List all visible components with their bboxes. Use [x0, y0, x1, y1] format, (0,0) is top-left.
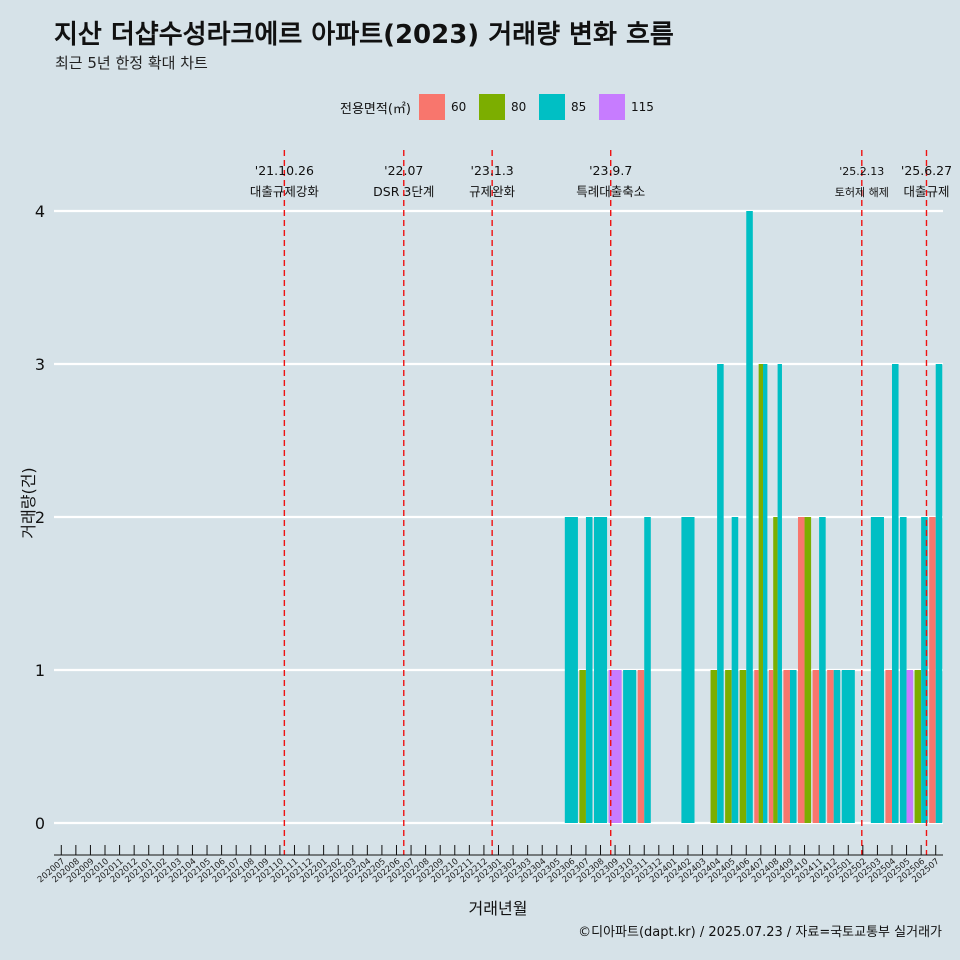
event-date-label-1: '22.07 [384, 163, 423, 178]
x-axis-title: 거래년월 [469, 899, 528, 918]
event-desc-label-5: 대출규제 [903, 184, 949, 199]
chart-subtitle: 최근 5년 한정 확대 차트 [55, 54, 208, 72]
bar-202405-85 [731, 517, 739, 823]
chart-title: 지산 더샵수성라크에르 아파트(2023) 거래량 변화 흐름 [54, 20, 674, 50]
legend-label-60: 60 [450, 100, 467, 114]
bar-202407-60 [754, 670, 759, 823]
legend-item-60: 60 [418, 94, 475, 120]
bar-202506-80 [914, 670, 922, 823]
event-date-label-2: '23.1.3 [471, 163, 514, 178]
event-desc-label-0: 대출규제강화 [250, 184, 320, 199]
event-desc-label-2: 규제완화 [469, 184, 516, 199]
bar-202309-115 [608, 670, 622, 823]
bar-202410-80 [804, 517, 812, 823]
bar-202507-85 [935, 364, 943, 823]
bar-202505-85 [900, 517, 907, 823]
event-date-label-3: '23.9.7 [589, 163, 632, 178]
bar-202402-85 [681, 517, 695, 823]
legend-item-115: 115 [598, 94, 655, 120]
legend-swatch-85 [538, 94, 565, 120]
bar-202311-85 [644, 517, 651, 823]
event-date-label-4: '25.2.13 [839, 165, 884, 178]
y-tick-label-0: 0 [35, 814, 45, 833]
bar-202411-85 [819, 517, 826, 823]
bar-202406-80 [739, 670, 747, 823]
bar-202408-85 [777, 364, 782, 823]
event-desc-label-4: 토허제 해제 [835, 185, 889, 199]
event-date-label-0: '21.10.26 [255, 163, 314, 178]
bar-202501-85 [841, 670, 855, 823]
bar-202407-85 [763, 364, 768, 823]
bar-202506-85 [921, 517, 928, 823]
event-desc-label-1: DSR 3단계 [373, 184, 434, 199]
footer-credit: ©디아파트(dapt.kr) / 2025.07.23 / 자료=국토교통부 실… [578, 925, 942, 940]
bar-202407-80 [758, 364, 764, 823]
bar-202406-85 [746, 211, 753, 823]
bar-202505-115 [906, 670, 914, 823]
legend: 전용면적(㎡) 60 80 85 115 [340, 93, 659, 121]
bar-202411-60 [812, 670, 820, 823]
bar-202404-80 [710, 670, 718, 823]
legend-item-85: 85 [538, 94, 595, 120]
y-tick-label-3: 3 [35, 355, 45, 374]
legend-title: 전용면적(㎡) [340, 101, 411, 117]
bar-202404-85 [717, 364, 724, 823]
bar-202310-85 [623, 670, 637, 823]
y-tick-label-2: 2 [35, 508, 45, 527]
bar-202408-80 [773, 517, 778, 823]
bar-202504-60 [885, 670, 892, 823]
bar-202412-60 [827, 670, 834, 823]
bar-202308-85 [593, 517, 608, 823]
legend-label-85: 85 [570, 100, 587, 114]
legend-item-80: 80 [478, 94, 535, 120]
bar-202409-85 [789, 670, 797, 823]
bar-202412-85 [833, 670, 841, 823]
bar-202307-80 [579, 670, 586, 823]
legend-swatch-80 [478, 94, 505, 120]
event-date-label-5: '25.6.27 [901, 163, 952, 178]
bar-202503-85 [870, 517, 884, 823]
legend-swatch-115 [598, 94, 625, 120]
bar-202507-60 [929, 517, 936, 823]
bar-202405-80 [725, 670, 732, 823]
legend-label-115: 115 [630, 100, 654, 114]
legend-swatch-60 [418, 94, 445, 120]
bar-202307-85 [585, 517, 593, 823]
legend-label-80: 80 [510, 100, 527, 114]
event-desc-label-3: 특례대출축소 [576, 184, 645, 199]
bar-202409-60 [783, 670, 790, 823]
y-axis-title: 거래량(건) [19, 467, 38, 538]
bar-202306-85 [564, 517, 578, 823]
bar-202504-85 [891, 364, 899, 823]
y-tick-label-1: 1 [35, 661, 45, 680]
bar-202311-60 [637, 670, 645, 823]
y-tick-label-4: 4 [35, 202, 45, 221]
bar-202408-60 [768, 670, 774, 823]
bar-202410-60 [797, 517, 805, 823]
